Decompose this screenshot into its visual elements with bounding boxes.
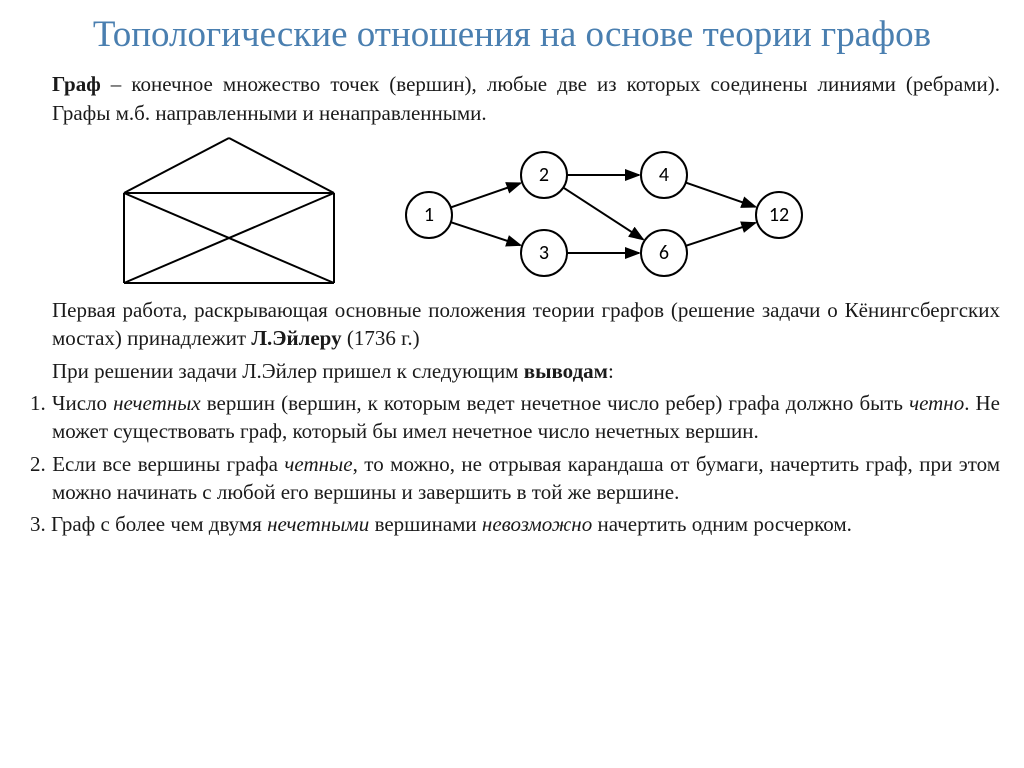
svg-text:4: 4: [659, 163, 669, 187]
item3-c: начертить одним росчерком.: [592, 512, 852, 536]
conclusion-item-2: 2. Если все вершины графа четные, то мож…: [24, 450, 1000, 507]
svg-text:2: 2: [539, 163, 549, 187]
item2-num: 2.: [30, 452, 52, 476]
conclusions-word: выводам: [524, 359, 608, 383]
conclusions-intro: При решении задачи Л.Эйлер пришел к след…: [24, 357, 1000, 385]
item1-num: 1.: [30, 391, 52, 415]
item2-a: Если все вершины графа: [52, 452, 284, 476]
author-name: Л.Эйлеру: [251, 326, 341, 350]
term-graph: Граф: [52, 72, 101, 96]
item3-i1: нечетными: [267, 512, 369, 536]
conclusion-item-1: 1. Число нечетных вершин (вершин, к кото…: [24, 389, 1000, 446]
conclusions-colon: :: [608, 359, 614, 383]
slide-title: Топологические отношения на основе теори…: [24, 12, 1000, 58]
directed-graph: 1234612: [384, 135, 814, 285]
item1-i1: нечетных: [113, 391, 201, 415]
envelope-graph: [114, 133, 344, 288]
definition-text: – конечное множество точек (вершин), люб…: [52, 72, 1000, 124]
item3-i2: невозможно: [482, 512, 592, 536]
history-year: (1736 г.): [342, 326, 420, 350]
item3-a: Граф с более чем двумя: [51, 512, 267, 536]
item1-b: вершин (вершин, к которым ведет нечетное…: [201, 391, 909, 415]
history-text: Первая работа, раскрывающая основные пол…: [52, 298, 1000, 350]
svg-text:12: 12: [769, 203, 789, 227]
svg-text:3: 3: [539, 241, 549, 265]
conclusion-item-3: 3. Граф с более чем двумя нечетными верш…: [24, 510, 1000, 538]
item3-num: 3.: [30, 512, 51, 536]
conclusions-text: При решении задачи Л.Эйлер пришел к след…: [52, 359, 524, 383]
svg-text:6: 6: [659, 241, 669, 265]
definition-paragraph: Граф – конечное множество точек (вершин)…: [24, 70, 1000, 127]
history-paragraph: Первая работа, раскрывающая основные пол…: [24, 296, 1000, 353]
item2-i1: четные: [284, 452, 352, 476]
item1-i2: четно: [909, 391, 964, 415]
svg-text:1: 1: [424, 203, 434, 227]
item1-a: Число: [52, 391, 113, 415]
diagram-row: 1234612: [24, 133, 1000, 288]
item3-b: вершинами: [369, 512, 482, 536]
